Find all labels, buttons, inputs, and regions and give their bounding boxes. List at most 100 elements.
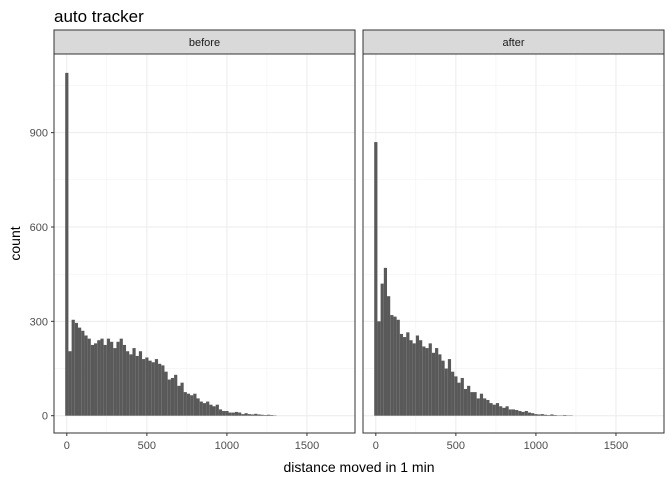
histogram-bar	[415, 335, 420, 416]
histogram-bar	[409, 340, 413, 416]
histogram-bar	[116, 341, 120, 416]
x-tick-label: 500	[447, 440, 465, 452]
x-axis-title: distance moved in 1 min	[284, 459, 435, 475]
x-axis-before: 0 500 1000 1500	[64, 433, 319, 452]
facet-label-before: before	[189, 37, 220, 49]
histogram-bar	[399, 333, 404, 416]
histogram-bar	[145, 357, 149, 416]
histogram-bar	[113, 348, 117, 416]
histogram-bar	[467, 385, 471, 416]
histogram-bar	[174, 374, 178, 416]
histogram-bar	[238, 412, 242, 416]
histogram-bar	[486, 399, 490, 416]
histogram-bar	[476, 398, 480, 416]
histogram-bar	[547, 415, 551, 416]
x-axis-after: 0 500 1000 1500	[373, 433, 628, 452]
x-tick-label: 0	[64, 440, 70, 452]
histogram-bar	[263, 415, 267, 416]
histogram-bar	[151, 362, 155, 416]
histogram-bar	[212, 406, 216, 416]
histogram-bar	[374, 142, 378, 416]
histogram-bar	[527, 412, 532, 416]
histogram-bar	[537, 414, 541, 416]
histogram-bar	[231, 412, 235, 416]
histogram-bar	[515, 410, 519, 416]
histogram-bar	[65, 72, 69, 416]
histogram-bar	[511, 409, 516, 416]
histogram-bar	[553, 415, 557, 416]
histogram-bar	[215, 404, 219, 416]
histogram-bar	[254, 413, 258, 416]
x-tick-label: 1500	[295, 440, 319, 452]
histogram-bar	[199, 401, 203, 416]
histogram-bar	[534, 414, 538, 416]
histogram-bar	[186, 393, 191, 416]
histogram-bar	[209, 404, 213, 416]
panel-before: before 0 500 1000 1500	[53, 29, 356, 452]
histogram-bar	[167, 379, 171, 416]
y-tick-label: 300	[30, 316, 48, 328]
histogram-bar	[403, 337, 407, 416]
histogram-bar	[396, 319, 400, 416]
histogram-bar	[250, 414, 255, 416]
histogram-bar	[193, 393, 197, 416]
histogram-bar	[97, 340, 101, 416]
histogram-bar	[71, 319, 75, 416]
histogram-bar	[202, 403, 207, 416]
histogram-bar	[158, 363, 162, 416]
histogram-bar	[180, 382, 184, 416]
histogram-bar	[473, 392, 477, 416]
histogram-bar	[135, 355, 139, 416]
histogram-bar	[87, 338, 91, 416]
histogram-bar	[234, 411, 239, 416]
histogram-bar	[457, 382, 461, 416]
histogram-bar	[383, 267, 388, 416]
x-tick-label: 1000	[215, 440, 239, 452]
histogram-bar	[122, 344, 127, 416]
histogram-bar	[206, 401, 210, 416]
histogram-bar	[431, 352, 436, 416]
histogram-bar	[390, 315, 394, 416]
histogram-bar	[460, 377, 464, 416]
histogram-bar	[148, 360, 152, 416]
histogram-bar	[438, 354, 442, 416]
y-tick-label: 900	[30, 128, 48, 140]
histogram-bar	[419, 340, 423, 416]
histogram-bar	[161, 365, 165, 416]
histogram-bar	[190, 395, 194, 416]
histogram-bar	[154, 359, 159, 416]
x-tick-label: 1500	[604, 440, 628, 452]
histogram-bar	[74, 322, 79, 416]
histogram-bar	[543, 414, 548, 416]
histogram-bar	[222, 410, 226, 416]
y-tick-label: 0	[42, 411, 48, 423]
histogram-bar	[266, 414, 271, 416]
histogram-bar	[68, 351, 72, 416]
bars-after	[374, 142, 573, 416]
histogram-bar	[540, 414, 544, 416]
histogram-bar	[521, 411, 525, 416]
histogram-bar	[225, 410, 229, 416]
histogram-bar	[106, 338, 111, 416]
histogram-bar	[524, 410, 528, 416]
panel-border-before	[53, 53, 356, 434]
histogram-bar	[505, 406, 509, 416]
histogram-bar	[444, 368, 448, 416]
histogram-bar	[94, 343, 98, 416]
histogram-bar	[412, 343, 416, 416]
histogram-bar	[126, 351, 130, 416]
histogram-bar	[377, 321, 381, 416]
histogram-bar	[422, 346, 426, 416]
histogram-bar	[531, 413, 535, 416]
histogram-bar	[550, 414, 554, 416]
histogram-bar	[142, 359, 146, 416]
y-axis: 0 300 600 900	[30, 128, 54, 423]
histogram-bar	[170, 377, 175, 416]
histogram-bar	[132, 348, 136, 416]
histogram-bar	[218, 409, 223, 416]
facet-label-after: after	[502, 37, 524, 49]
y-tick-label: 600	[30, 222, 48, 234]
panel-after: after 0 500 1000 1500	[362, 29, 665, 452]
histogram-bar	[489, 403, 493, 416]
